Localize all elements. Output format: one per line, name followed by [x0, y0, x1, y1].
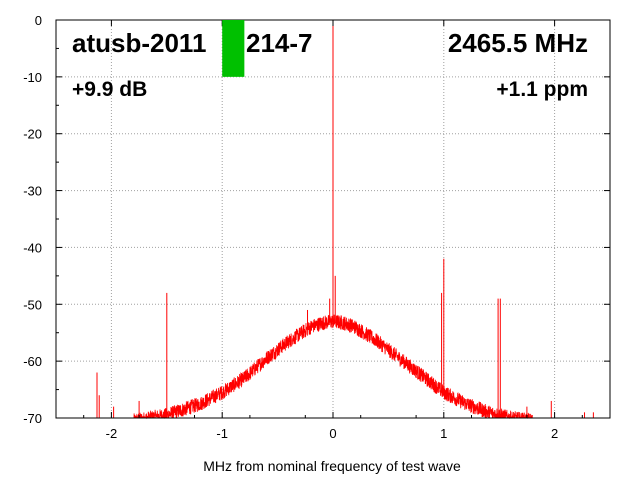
y-tick-label: -70: [23, 411, 42, 426]
device-label: atusb-2011: [72, 28, 206, 58]
frequency-label: 2465.5 MHz: [448, 28, 588, 58]
noise-hump-layer: [133, 314, 533, 420]
green-marker: [222, 20, 245, 77]
device-suffix-label: 214-7: [246, 28, 313, 58]
y-tick-label: 0: [35, 13, 42, 28]
ppm-offset-label: +1.1 ppm: [496, 78, 588, 101]
x-tick-label: -2: [106, 426, 118, 441]
x-tick-label: -1: [216, 426, 228, 441]
tick-layer: [56, 19, 610, 419]
x-tick-label: 1: [440, 426, 447, 441]
gain-label: +9.9 dB: [72, 78, 147, 101]
x-axis-title: MHz from nominal frequency of test wave: [203, 458, 461, 474]
y-tick-label: -30: [23, 184, 42, 199]
y-tick-label: -20: [23, 127, 42, 142]
y-tick-label: -50: [23, 297, 42, 312]
spike-layer: [96, 20, 594, 418]
y-tick-label: -10: [23, 70, 42, 85]
x-tick-label: 0: [329, 426, 336, 441]
noise-trace: [133, 314, 533, 420]
y-tick-label: -60: [23, 354, 42, 369]
x-tick-label: 2: [551, 426, 558, 441]
y-tick-label: -40: [23, 240, 42, 255]
tick-label-layer: -2 -1 0 1 20-10-20-30-40-50-60-70: [23, 13, 558, 441]
